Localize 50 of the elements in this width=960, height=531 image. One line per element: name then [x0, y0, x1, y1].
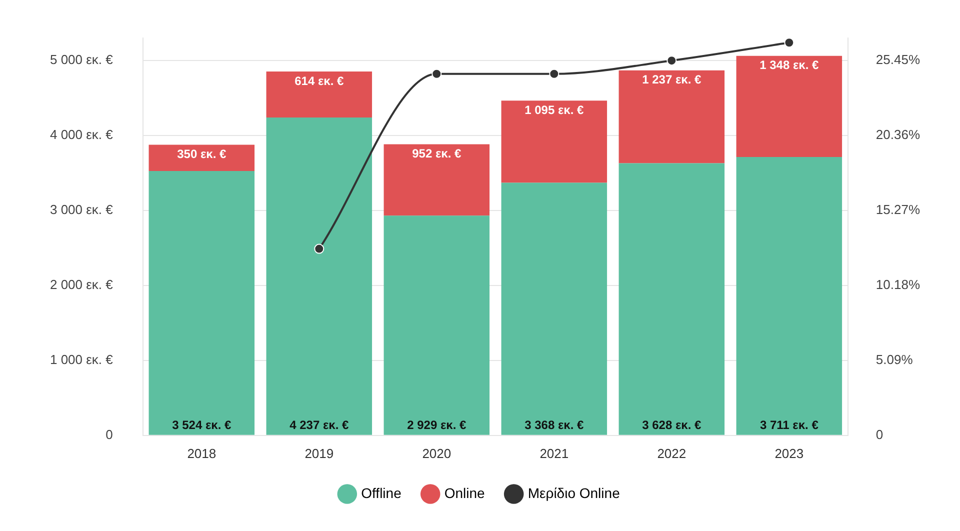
x-tick-label: 2022 — [657, 446, 686, 461]
bar — [384, 216, 490, 435]
y2-tick-label: 5.09% — [876, 352, 914, 367]
data-label: 614 εκ. € — [294, 74, 344, 88]
data-label: 3 524 εκ. € — [172, 418, 232, 432]
y2-tick-label: 10.18% — [876, 276, 920, 292]
y-tick-label: 0 — [106, 426, 113, 442]
data-label: 1 095 εκ. € — [524, 102, 584, 117]
bar — [148, 144, 255, 172]
y-tick-label: 1 000 εκ. € — [50, 352, 114, 367]
x-tick-label: 2019 — [304, 446, 334, 461]
legend-label: Offline — [361, 484, 402, 501]
x-tick-label: 2023 — [774, 446, 804, 461]
data-label: 3 711 εκ. € — [760, 418, 819, 432]
data-label: 3 368 εκ. € — [524, 418, 584, 432]
point — [549, 68, 560, 79]
point — [666, 56, 677, 66]
y2-tick-label: 0 — [876, 426, 884, 442]
data-label: 1 348 εκ. € — [760, 58, 820, 72]
bar — [266, 118, 372, 435]
bar — [266, 71, 372, 118]
data-label: 2 929 εκ. € — [407, 418, 467, 432]
bar — [501, 100, 608, 183]
y-tick-label: 2 000 εκ. € — [50, 276, 114, 292]
x-tick-label: 2021 — [540, 446, 569, 461]
bar — [736, 56, 842, 158]
y2-tick-label: 20.36% — [876, 126, 920, 142]
bar — [148, 171, 255, 435]
point — [314, 244, 324, 254]
y2-tick-label: 15.27% — [876, 202, 920, 217]
x-tick-label: 2018 — [187, 446, 216, 461]
y-tick-label: 5 000 εκ. € — [50, 52, 114, 67]
x-tick-label: 2020 — [422, 446, 452, 461]
y2-tick-label: 25.45% — [876, 52, 920, 67]
point — [784, 38, 794, 48]
y-tick-label: 4 000 εκ. € — [50, 126, 114, 142]
data-label: 952 εκ. € — [412, 146, 462, 161]
data-label: 1 237 εκ. € — [642, 72, 702, 87]
bar — [501, 182, 608, 435]
y-tick-label: 3 000 εκ. € — [50, 202, 114, 217]
data-label: 4 237 εκ. € — [290, 418, 350, 432]
bar — [618, 70, 725, 164]
bar — [618, 163, 725, 435]
data-label: 350 εκ. € — [177, 147, 227, 162]
data-label: 3 628 εκ. € — [642, 418, 702, 432]
legend-label: Online — [444, 484, 486, 501]
point — [432, 68, 442, 79]
bar — [736, 157, 842, 435]
bar — [384, 144, 490, 216]
legend-label: Μερίδιο Online — [528, 484, 620, 501]
